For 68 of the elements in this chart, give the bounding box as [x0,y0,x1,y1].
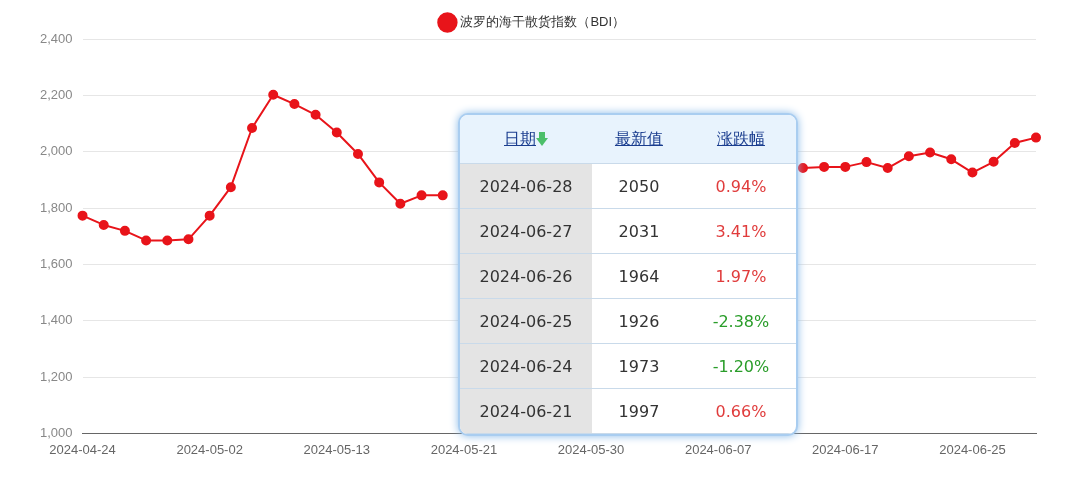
x-tick-label: 2024-06-25 [939,441,1006,457]
y-tick-label: 1,200 [39,368,73,384]
point [946,154,957,165]
point [840,161,851,172]
point [98,219,109,230]
point [162,235,173,246]
annotation: -1.20% [685,344,796,389]
y-tick-label: 1,800 [39,199,73,215]
point [119,225,130,236]
annotation: 1.97% [685,254,796,299]
point [77,210,88,221]
annotation: 2031 [592,209,686,254]
annotation: 1926 [592,299,686,344]
x-tick-label: 2024-06-17 [812,441,879,457]
point [1009,137,1020,148]
point [141,235,152,246]
y-tick-label: 2,400 [39,30,73,46]
x-tick-label: 2024-05-13 [303,441,371,457]
point [416,190,427,201]
annotation: -2.38% [685,299,796,344]
x-tick-label: 2024-06-07 [684,441,752,457]
point [289,99,300,110]
annotation: 涨跌幅 [685,115,796,164]
y-tick-label: 1,600 [39,255,73,271]
annotation: 3.41% [685,209,796,254]
point [374,177,385,188]
x-tick-label: 2024-05-21 [430,441,498,457]
point [861,157,872,168]
y-tick-label: 1,400 [39,312,73,328]
x-tick-label: 2024-05-30 [557,441,625,457]
point [268,89,279,100]
annotation: 最新值 [592,115,686,164]
point [988,156,999,167]
y-tick-label: 1,000 [39,424,73,440]
y-tick-label: 2,200 [39,86,73,102]
point [903,151,914,162]
annotation: 2024-06-27 [460,209,592,254]
annotation: 1997 [592,389,686,434]
annotation: 2024-06-25 [460,299,592,344]
point [247,123,258,134]
annotation: 2050 [592,164,686,209]
annotation: 1964 [592,254,686,299]
annotation: 日期 [460,115,592,164]
annotation: 1973 [592,344,686,389]
point [331,127,342,138]
annotation: 2024-06-26 [460,254,592,299]
x-tick-label: 2024-05-02 [176,441,243,457]
point [819,161,830,172]
point [204,210,215,221]
point [967,167,978,178]
legend-label: 波罗的海干散货指数（BDI） [460,14,626,30]
point [183,234,194,245]
x-tick-label: 2024-04-24 [49,441,116,457]
point [1031,132,1041,143]
annotation: 0.94% [685,164,796,209]
point [925,147,936,158]
point [352,148,363,159]
point [797,163,808,174]
annotation: 2024-06-21 [460,389,592,434]
point [310,109,321,120]
annotation: 0.66% [685,389,796,434]
y-tick-label: 2,000 [39,143,73,159]
point [437,190,448,201]
annotation: 2024-06-28 [460,164,592,209]
annotation: 2024-06-24 [460,344,592,389]
point [225,182,236,193]
point [395,198,406,209]
point [882,163,893,174]
